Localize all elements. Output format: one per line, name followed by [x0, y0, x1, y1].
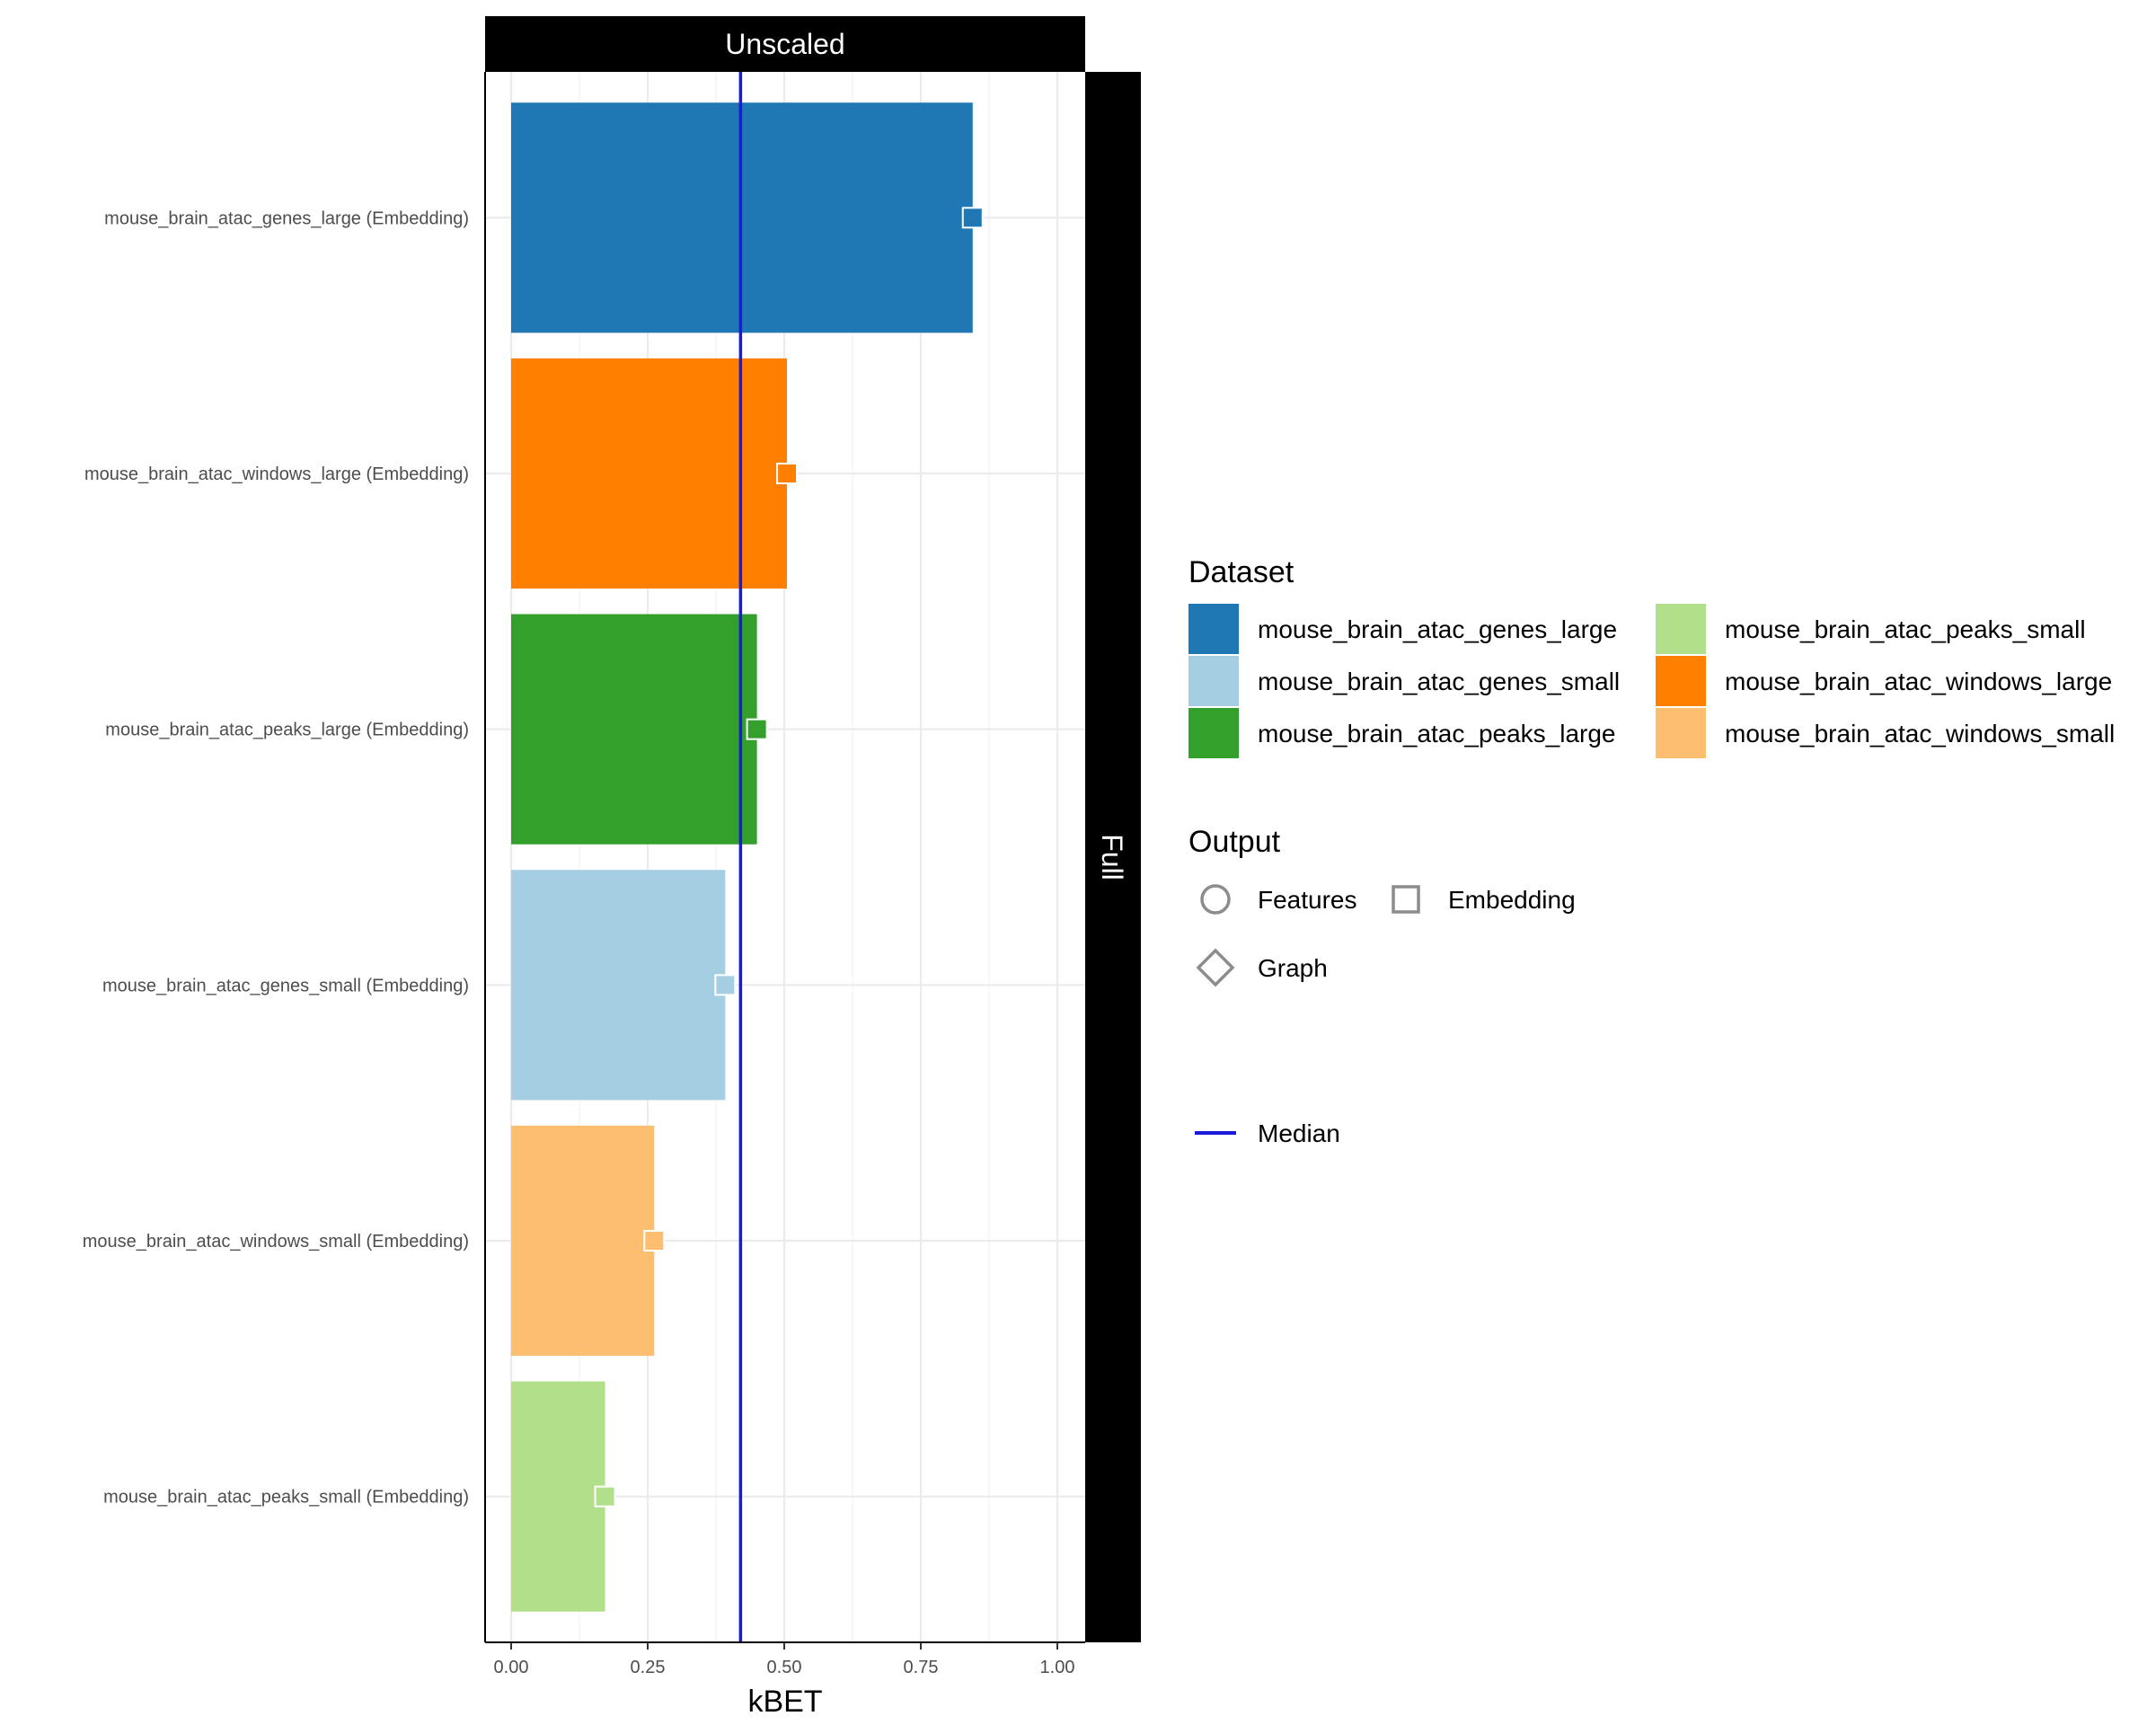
diamond-icon: [1196, 948, 1235, 987]
legend-dataset-swatch: [1656, 604, 1706, 654]
legend-dataset-title: Dataset: [1188, 555, 1294, 589]
y-tick-label: mouse_brain_atac_windows_small (Embeddin…: [83, 1232, 469, 1252]
legend-output-items: Features Embedding Graph: [1196, 884, 1576, 987]
top-strip: Unscaled: [485, 16, 1085, 72]
point-marker: [594, 1485, 616, 1508]
legend-output-label: Features: [1258, 886, 1357, 914]
bar: [511, 358, 788, 589]
legend-output-label: Embedding: [1448, 886, 1576, 914]
right-strip: Full: [1085, 72, 1141, 1642]
y-tick-label: mouse_brain_atac_genes_large (Embedding): [104, 208, 469, 228]
legend-dataset-label: mouse_brain_atac_genes_small: [1258, 668, 1620, 695]
x-tick-label: 0.75: [904, 1658, 939, 1677]
legend-dataset-swatch: [1188, 708, 1239, 758]
legend-dataset-swatch: [1656, 708, 1706, 758]
point-marker: [961, 207, 984, 229]
bar: [511, 614, 757, 845]
point-marker: [714, 974, 737, 996]
legend-dataset-label: mouse_brain_atac_windows_large: [1725, 668, 2112, 695]
legend-dataset-label: mouse_brain_atac_peaks_small: [1725, 615, 2086, 643]
x-axis-ticks: 0.00 0.25 0.50 0.75 1.00: [494, 1642, 1075, 1677]
legend-dataset-label: mouse_brain_atac_windows_small: [1725, 720, 2115, 748]
right-strip-bg: [1085, 72, 1141, 1642]
point-marker: [746, 718, 768, 740]
legend-output-label: Graph: [1258, 954, 1328, 982]
bar: [511, 1381, 605, 1612]
legend-dataset-label: mouse_brain_atac_genes_large: [1258, 615, 1617, 643]
legend-median: Median: [1195, 1119, 1340, 1147]
square-icon: [1392, 885, 1420, 914]
x-axis-title: kBET: [747, 1685, 822, 1719]
point-marker: [776, 463, 799, 484]
bars: [511, 102, 973, 1612]
legend-dataset-items: mouse_brain_atac_genes_large mouse_brain_…: [1188, 604, 2115, 758]
legend: Dataset mouse_brain_atac_genes_largemous…: [1188, 555, 2115, 1147]
point-marker: [643, 1230, 666, 1252]
legend-dataset-swatch: [1188, 604, 1239, 654]
legend-dataset-swatch: [1188, 656, 1239, 706]
x-tick-label: 0.00: [494, 1658, 529, 1677]
facet-label-right: Full: [1096, 834, 1128, 880]
x-tick-label: 0.25: [631, 1658, 666, 1677]
points: [594, 207, 984, 1508]
facet-label-top: Unscaled: [725, 28, 844, 60]
y-tick-label: mouse_brain_atac_windows_large (Embeddin…: [84, 464, 469, 484]
y-axis-labels: mouse_brain_atac_genes_large (Embedding)…: [83, 208, 469, 1507]
y-tick-label: mouse_brain_atac_peaks_small (Embedding): [103, 1488, 469, 1508]
legend-dataset-label: mouse_brain_atac_peaks_large: [1258, 720, 1616, 748]
circle-icon: [1200, 884, 1231, 915]
legend-dataset-swatch: [1656, 656, 1706, 706]
x-tick-label: 0.50: [767, 1658, 802, 1677]
y-tick-label: mouse_brain_atac_genes_small (Embedding): [102, 976, 469, 995]
legend-output-title: Output: [1188, 825, 1281, 859]
bar: [511, 1125, 655, 1357]
legend-median-label: Median: [1258, 1119, 1340, 1147]
y-tick-label: mouse_brain_atac_peaks_large (Embedding): [105, 721, 469, 740]
top-strip-bg: [485, 16, 1085, 72]
bar: [511, 870, 726, 1101]
x-tick-label: 1.00: [1040, 1658, 1075, 1677]
